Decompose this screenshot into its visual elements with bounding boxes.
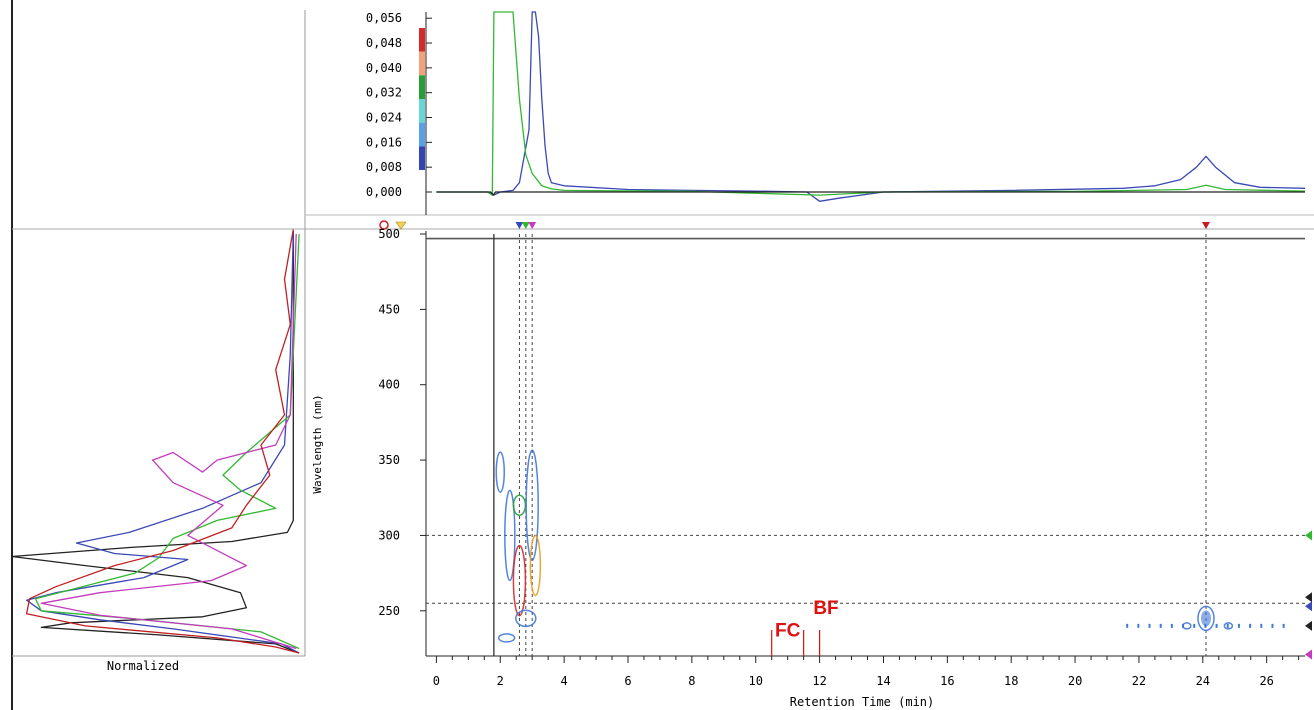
chromatogram-panel: 0,000 0,008 0,016 0,024 0,032 0,040 0,048 0,056 bbox=[366, 11, 1306, 215]
wavelength-marker-icon bbox=[1305, 649, 1312, 660]
spectrum-line-green bbox=[34, 233, 300, 650]
contour-speck bbox=[1159, 623, 1162, 628]
spectrum-line-black bbox=[11, 231, 300, 654]
x-axis-label: Retention Time (min) bbox=[790, 695, 935, 709]
annotation-label: BF bbox=[813, 598, 838, 619]
chromatogram-line-blue bbox=[436, 11, 1306, 202]
contour-speck bbox=[1170, 623, 1173, 628]
spectrum-line-red bbox=[25, 229, 300, 654]
peak-marker-icon bbox=[521, 222, 530, 229]
contour-speck bbox=[1271, 623, 1274, 628]
contour-x-tick-label: 18 bbox=[1004, 674, 1018, 688]
peak-marker-icon bbox=[528, 222, 537, 229]
spectra-x-label: Normalized bbox=[107, 659, 179, 673]
contour-top-markers bbox=[379, 220, 1211, 230]
contour-y-tick-label: 300 bbox=[378, 528, 400, 542]
contour-blob bbox=[497, 633, 516, 643]
spectrum-line-magenta bbox=[40, 233, 297, 650]
color-bar-segment bbox=[419, 75, 425, 99]
contour-blob bbox=[495, 451, 506, 493]
chromatogram-y-tick-label: 0,032 bbox=[366, 86, 402, 100]
contour-speck bbox=[1215, 623, 1218, 628]
contour-speck bbox=[1126, 623, 1129, 628]
annotation-label: FC bbox=[775, 620, 801, 641]
contour-speck bbox=[1260, 623, 1263, 628]
peak-marker-icon bbox=[1202, 222, 1211, 229]
contour-blob bbox=[512, 494, 527, 517]
contour-x-tick-label: 26 bbox=[1259, 674, 1273, 688]
chromatogram-series bbox=[436, 11, 1306, 202]
contour-blob bbox=[512, 544, 527, 617]
chromatogram-y-tick-label: 0,016 bbox=[366, 135, 402, 149]
contour-y-tick-label: 450 bbox=[378, 302, 400, 316]
contour-x-tick-label: 22 bbox=[1132, 674, 1146, 688]
marker-triangle-icon bbox=[395, 221, 407, 230]
contour-speck bbox=[1193, 623, 1196, 628]
contour-blob bbox=[525, 449, 539, 562]
wavelength-marker-icon bbox=[1305, 530, 1312, 541]
color-bar-segment bbox=[419, 28, 425, 52]
contour-x-tick-label: 16 bbox=[940, 674, 954, 688]
contour-speck bbox=[1237, 623, 1240, 628]
contour-speck bbox=[1226, 623, 1229, 628]
contour-blob-fill bbox=[1201, 610, 1212, 627]
wavelength-marker-icon bbox=[1305, 620, 1312, 631]
contour-speck bbox=[1282, 623, 1285, 628]
contour-blob bbox=[504, 489, 516, 582]
contour-x-tick-label: 24 bbox=[1196, 674, 1210, 688]
peak-marker-icon bbox=[515, 222, 524, 229]
chromatogram-y-tick-label: 0,024 bbox=[366, 111, 402, 125]
chromatogram-line-black bbox=[436, 191, 1305, 196]
color-bar-segment bbox=[419, 146, 425, 170]
contour-x-tick-label: 12 bbox=[812, 674, 826, 688]
chromatogram-y-tick-label: 0,048 bbox=[366, 36, 402, 50]
chromatogram-y-tick-label: 0,008 bbox=[366, 160, 402, 174]
contour-blob bbox=[529, 534, 542, 597]
color-bar-segment bbox=[419, 51, 425, 76]
contour-blob bbox=[1197, 605, 1215, 632]
contour-speck bbox=[1249, 623, 1252, 628]
contour-x-ticks: 0 2 4 6 8 10 12 14 16 18 20 22 24 26 bbox=[433, 656, 1300, 688]
chromatogram-y-ticks: 0,000 0,008 0,016 0,024 0,032 0,040 0,048 0,056 bbox=[366, 11, 432, 199]
color-bar-segment bbox=[419, 122, 425, 147]
contour-x-tick-label: 10 bbox=[749, 674, 763, 688]
contour-x-tick-label: 0 bbox=[433, 674, 440, 688]
contour-blobs bbox=[495, 449, 1285, 643]
chromatogram-y-tick-label: 0,056 bbox=[366, 11, 402, 25]
contour-guide-lines bbox=[426, 234, 1305, 656]
spectra-panel: Normalized bbox=[11, 229, 300, 673]
contour-x-tick-label: 20 bbox=[1068, 674, 1082, 688]
chromatogram-color-bar bbox=[419, 28, 425, 170]
marker-circle-icon bbox=[379, 220, 389, 230]
contour-y-tick-label: 500 bbox=[378, 227, 400, 241]
contour-y-tick-label: 250 bbox=[378, 604, 400, 618]
contour-x-tick-label: 6 bbox=[624, 674, 631, 688]
contour-speck bbox=[1182, 623, 1185, 628]
contour-x-tick-label: 4 bbox=[561, 674, 568, 688]
spectra-series bbox=[11, 229, 300, 654]
contour-y-tick-label: 350 bbox=[378, 453, 400, 467]
chromatogram-y-tick-label: 0,000 bbox=[366, 185, 402, 199]
contour-x-tick-label: 2 bbox=[497, 674, 504, 688]
wavelength-marker-icon bbox=[1305, 601, 1312, 612]
wavelength-marker-icon bbox=[1305, 592, 1312, 603]
contour-annotations: FC BF bbox=[771, 598, 839, 656]
contour-x-tick-label: 8 bbox=[688, 674, 695, 688]
chromatogram-line-green bbox=[436, 11, 1306, 196]
contour-x-tick-label: 14 bbox=[876, 674, 890, 688]
contour-blob bbox=[515, 609, 537, 628]
color-bar-segment bbox=[419, 99, 425, 123]
contour-right-markers bbox=[1305, 530, 1312, 660]
contour-speck bbox=[1148, 623, 1151, 628]
contour-speck bbox=[1204, 623, 1207, 628]
contour-y-tick-label: 400 bbox=[378, 378, 400, 392]
chromatogram-y-tick-label: 0,040 bbox=[366, 61, 402, 75]
contour-blob bbox=[1223, 622, 1234, 630]
contour-speck bbox=[1137, 623, 1140, 628]
contour-y-ticks: 250 300 350 400 450 500 bbox=[378, 227, 426, 618]
y-axis-label: Wavelength (nm) bbox=[311, 394, 324, 493]
